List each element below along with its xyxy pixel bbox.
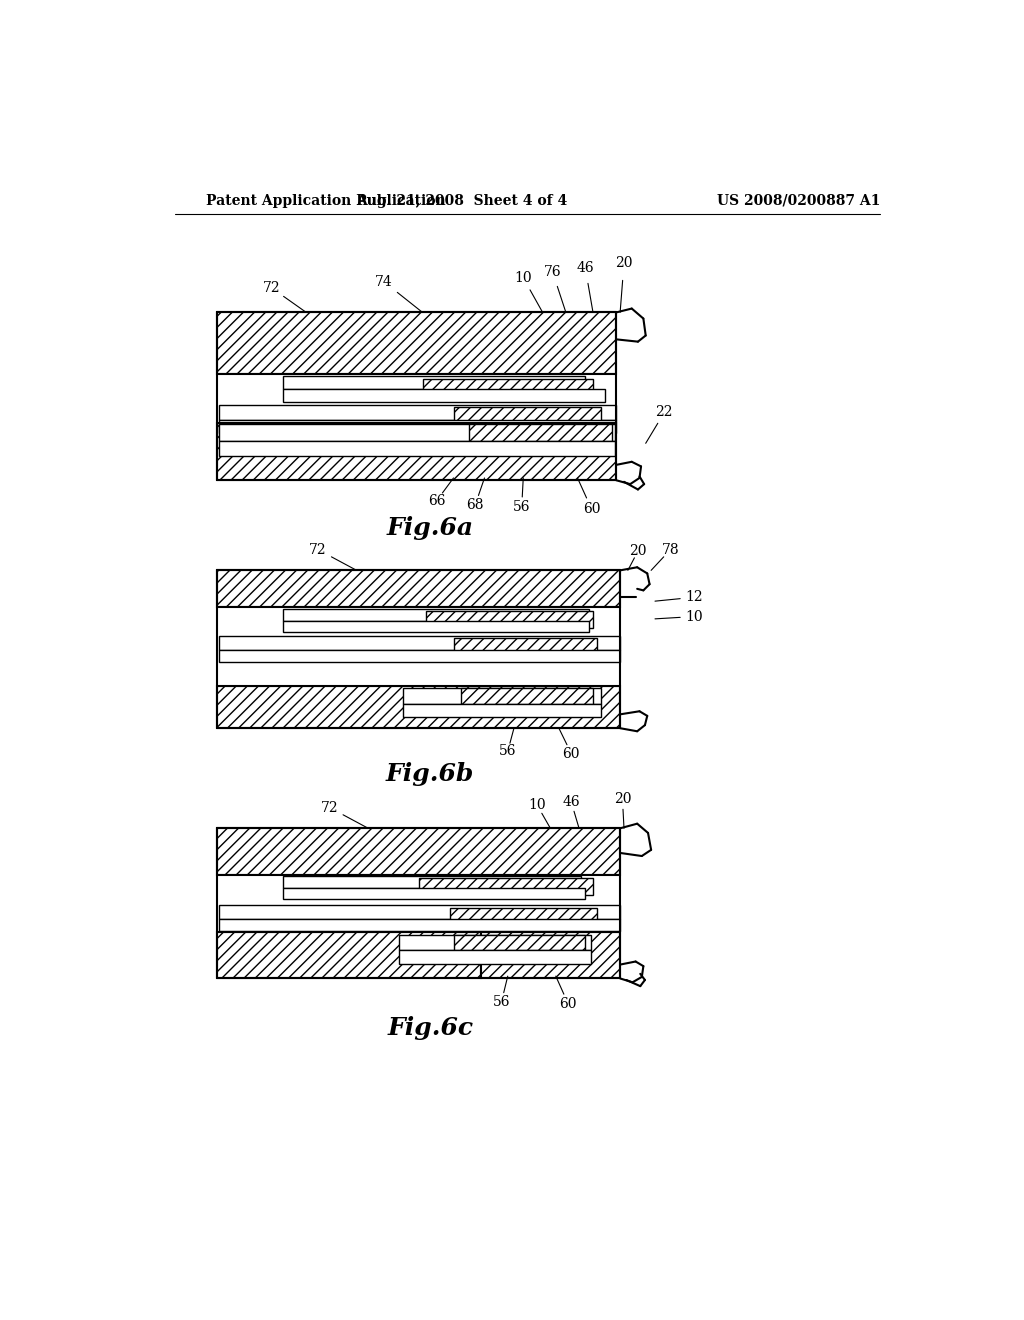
Text: Fig.6a: Fig.6a	[387, 516, 474, 540]
Bar	[403, 704, 601, 718]
Bar	[217, 570, 621, 607]
Text: 56: 56	[493, 994, 510, 1008]
Bar	[218, 607, 620, 686]
Bar	[399, 950, 592, 964]
Text: 66: 66	[428, 494, 445, 508]
Bar	[219, 420, 616, 433]
Bar	[219, 919, 621, 932]
Bar	[454, 638, 597, 655]
Bar	[219, 636, 621, 649]
Text: 10: 10	[685, 610, 702, 623]
Text: 60: 60	[583, 502, 600, 516]
Text: 10: 10	[514, 271, 532, 285]
Bar	[217, 422, 616, 480]
Bar	[454, 935, 586, 950]
Bar	[219, 906, 621, 919]
Bar	[480, 932, 621, 978]
Bar	[219, 441, 615, 457]
Text: Patent Application Publication: Patent Application Publication	[206, 194, 445, 207]
Text: Fig.6c: Fig.6c	[387, 1016, 473, 1040]
Text: 68: 68	[467, 498, 484, 512]
Bar	[283, 609, 589, 622]
Bar	[218, 874, 620, 932]
Text: 22: 22	[655, 405, 673, 420]
Text: Aug. 21, 2008  Sheet 4 of 4: Aug. 21, 2008 Sheet 4 of 4	[355, 194, 567, 207]
Bar	[283, 376, 586, 389]
Text: 46: 46	[577, 261, 594, 275]
Bar	[283, 876, 582, 888]
Bar	[454, 407, 601, 426]
Text: 56: 56	[513, 500, 530, 515]
Text: 72: 72	[262, 281, 281, 294]
Bar	[423, 379, 593, 397]
Bar	[219, 424, 615, 441]
Text: 20: 20	[615, 256, 633, 271]
Bar	[217, 932, 480, 978]
Bar	[283, 389, 604, 401]
Text: US 2008/0200887 A1: US 2008/0200887 A1	[717, 194, 881, 207]
Text: 46: 46	[562, 795, 581, 809]
Text: 20: 20	[613, 792, 631, 807]
Bar	[217, 313, 616, 374]
Text: 76: 76	[544, 265, 561, 280]
Bar	[450, 908, 597, 924]
Bar	[426, 611, 593, 628]
Text: 10: 10	[528, 799, 546, 812]
Bar	[461, 688, 593, 704]
Bar	[419, 878, 593, 895]
Text: 60: 60	[562, 747, 580, 760]
Bar	[219, 649, 621, 663]
Bar	[218, 374, 615, 422]
Text: Fig.6b: Fig.6b	[386, 763, 474, 787]
Bar	[469, 424, 612, 441]
Bar	[217, 829, 621, 874]
Text: 12: 12	[685, 590, 702, 605]
Bar	[217, 686, 621, 729]
Bar	[399, 935, 592, 950]
Bar	[283, 622, 589, 632]
Bar	[283, 888, 586, 899]
Text: 72: 72	[309, 543, 327, 557]
Text: 60: 60	[559, 997, 577, 1011]
Text: 56: 56	[499, 744, 516, 758]
Text: 74: 74	[375, 275, 392, 289]
Bar	[219, 405, 616, 420]
Text: 72: 72	[321, 800, 338, 814]
Text: 78: 78	[662, 543, 679, 557]
Bar	[403, 688, 601, 704]
Text: 20: 20	[629, 544, 647, 558]
